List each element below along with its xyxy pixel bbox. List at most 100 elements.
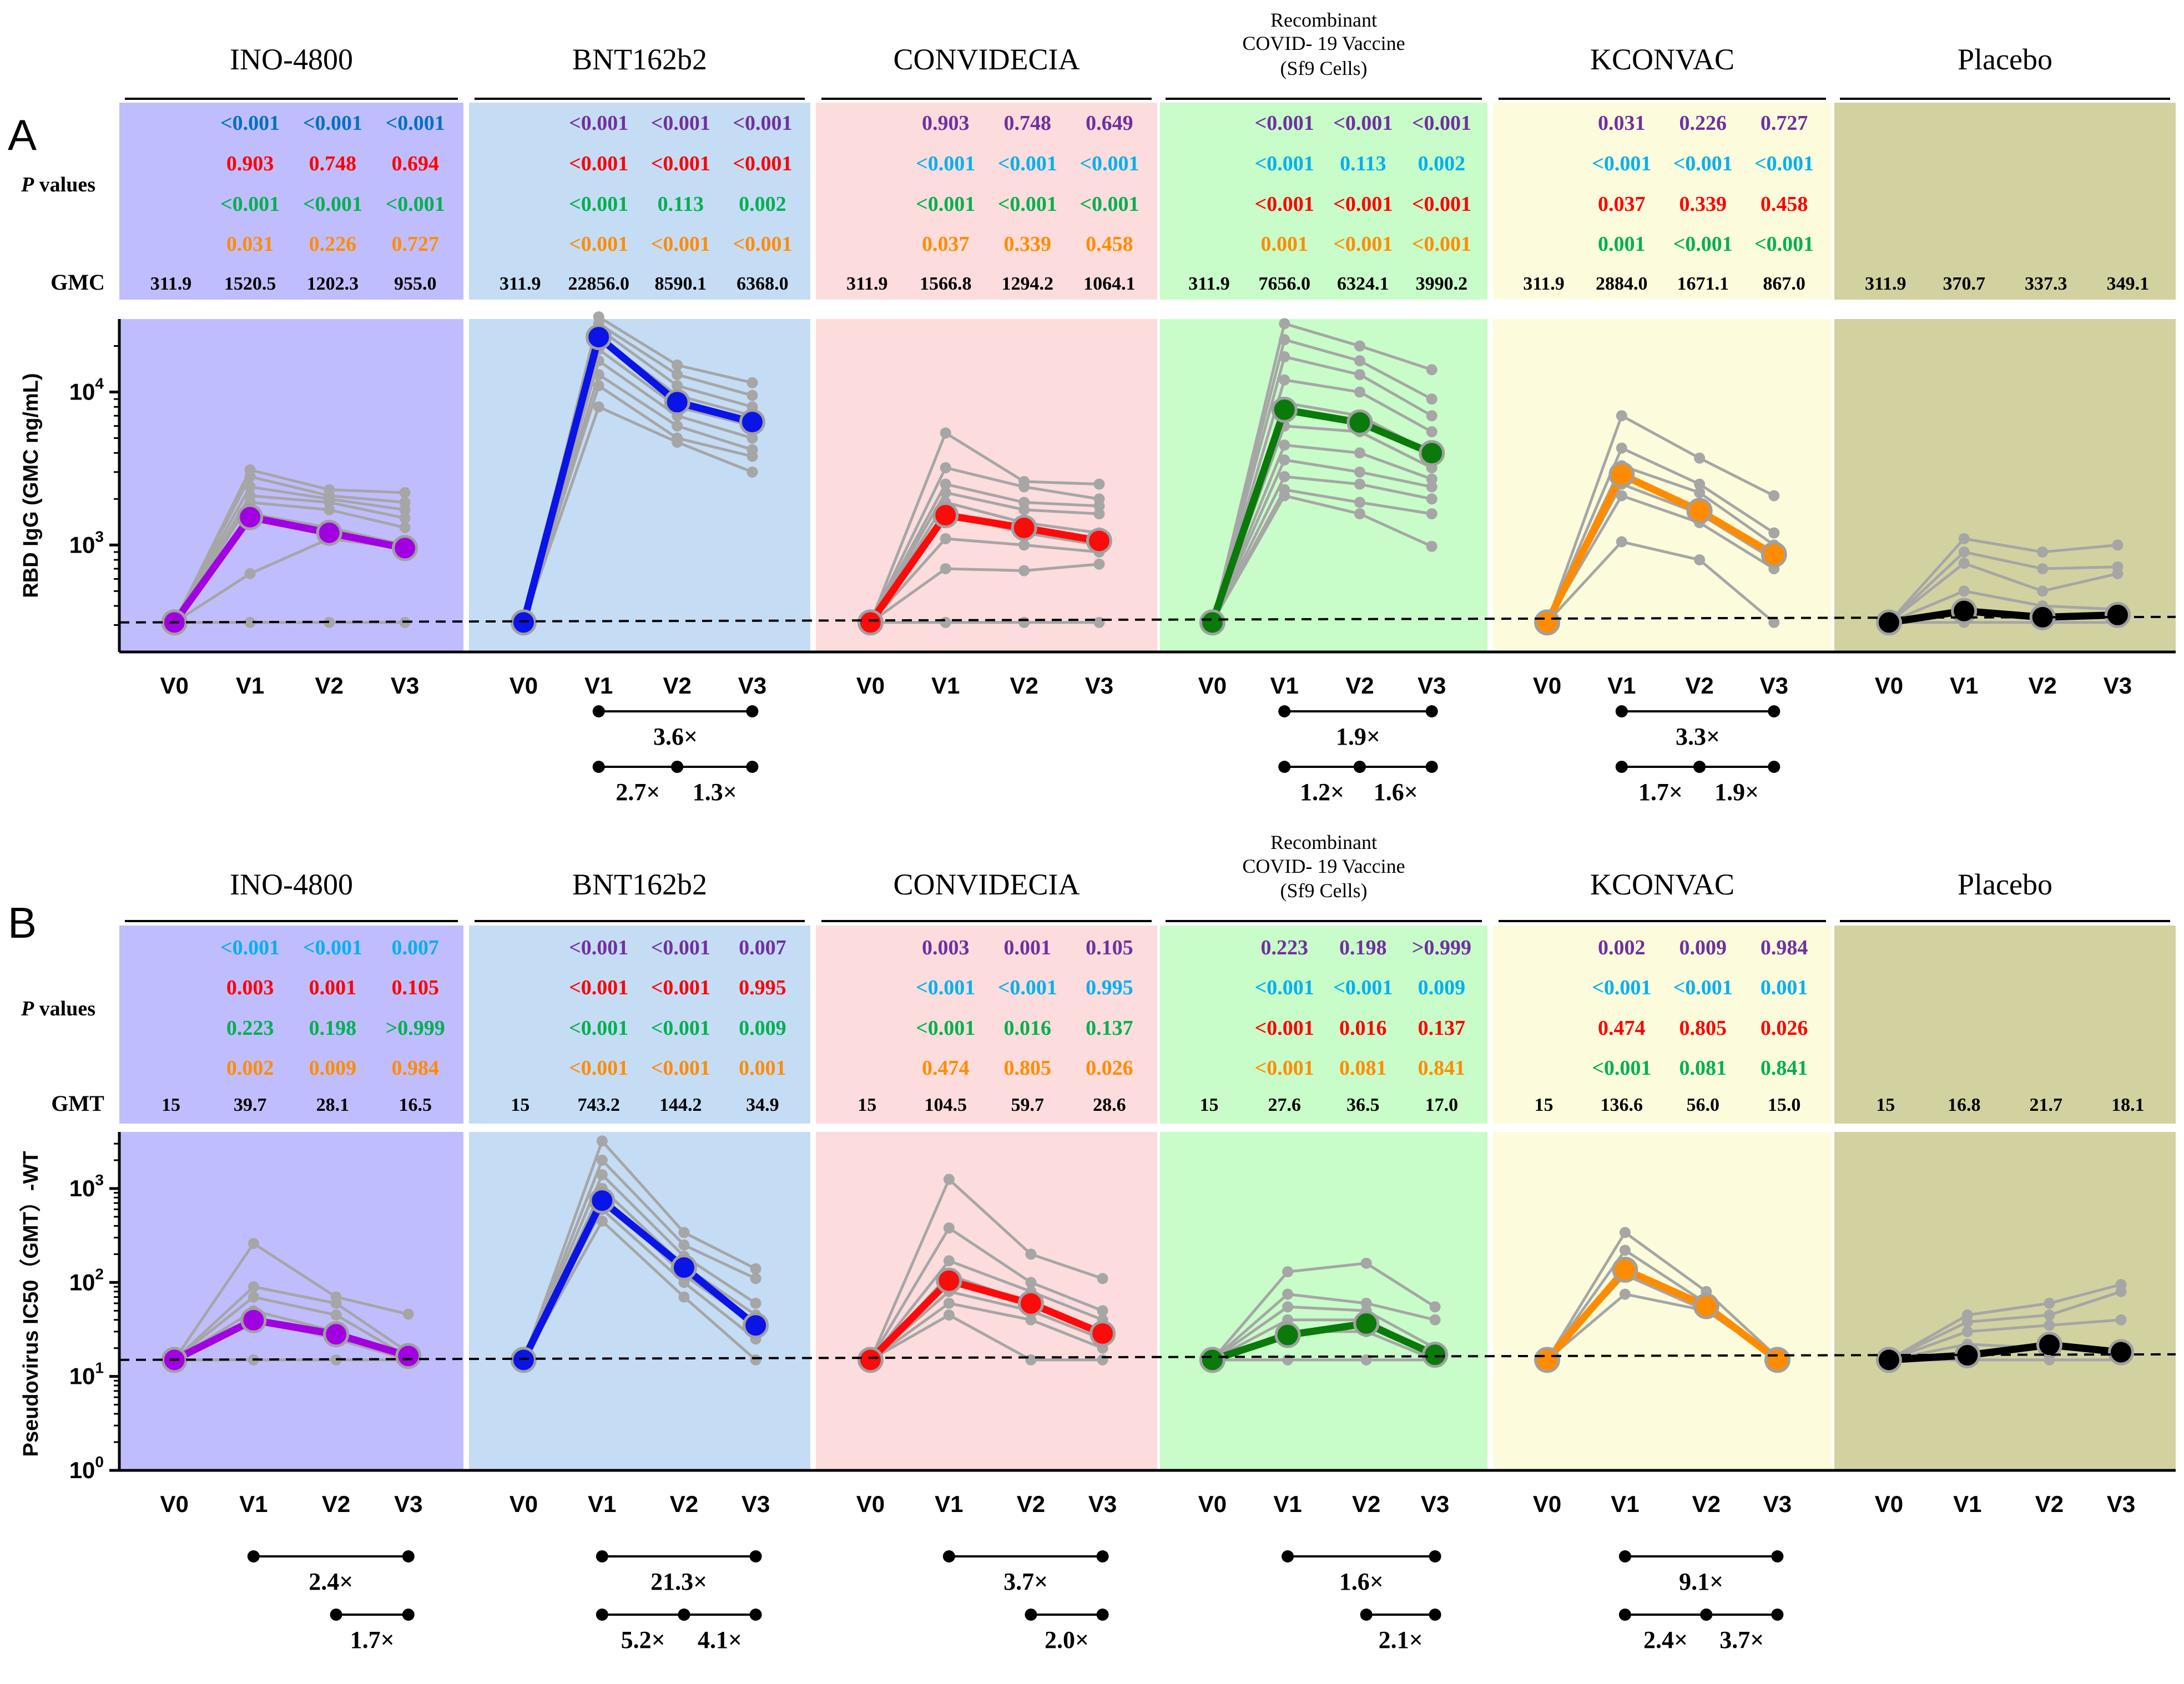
individual-point bbox=[943, 1222, 955, 1234]
x-tick-label: V1 bbox=[1953, 1491, 1981, 1517]
plot-background bbox=[1834, 1132, 2176, 1470]
individual-point bbox=[2037, 585, 2049, 597]
group-0: INO-4800 <0.001 <0.001 <0.001 0.903 0.748 0.69… bbox=[119, 43, 463, 699]
mean-line bbox=[1209, 406, 1434, 624]
individual-point bbox=[1354, 508, 1365, 519]
p-value: <0.001 bbox=[303, 193, 362, 216]
individual-line bbox=[522, 1138, 756, 1361]
p-value: <0.001 bbox=[1592, 1056, 1651, 1080]
individual-line bbox=[869, 1302, 1103, 1361]
pvalue-box bbox=[1834, 103, 2176, 300]
y-tick-base: 10 bbox=[69, 1269, 95, 1295]
individual-point bbox=[943, 1297, 955, 1309]
y-tick-base: 10 bbox=[69, 1457, 95, 1483]
individual-point bbox=[1025, 1277, 1037, 1288]
p-value: <0.001 bbox=[1412, 112, 1471, 135]
individual-point bbox=[2115, 1286, 2127, 1297]
individual-line bbox=[1546, 413, 1775, 623]
individual-point bbox=[1279, 374, 1290, 386]
individual-line bbox=[522, 1172, 756, 1361]
mean-line bbox=[867, 1277, 1104, 1363]
group-5: Placebo 15 16.8 21.7 18.1 V0 V1 V2 V3 bbox=[1834, 868, 2176, 1517]
individual-point bbox=[1279, 439, 1290, 451]
fold-dot bbox=[1700, 1609, 1713, 1621]
group-4: KCONVAC 0.002 0.009 0.984 <0.001 <0.001 0.001 0… bbox=[1493, 868, 1832, 1653]
mean-point bbox=[237, 504, 264, 530]
y-tick-exp: 3 bbox=[95, 1171, 104, 1189]
group-title: CONVIDECIA bbox=[894, 868, 1080, 901]
stat-value: 311.9 bbox=[150, 274, 192, 294]
fold-change: 3.6× bbox=[592, 705, 759, 750]
individual-point bbox=[2115, 1314, 2127, 1326]
group-title: Placebo bbox=[1958, 868, 2052, 901]
individual-point bbox=[747, 432, 758, 444]
p-value: <0.001 bbox=[220, 112, 280, 135]
fold-dot bbox=[1693, 761, 1706, 773]
baseline-dashed bbox=[119, 1353, 2176, 1361]
x-tick-label: V1 bbox=[1950, 672, 1978, 699]
p-value: 0.081 bbox=[1679, 1056, 1727, 1080]
group-title: Placebo bbox=[1958, 43, 2052, 76]
individual-line bbox=[869, 1226, 1103, 1361]
x-tick-label: V0 bbox=[1875, 672, 1903, 699]
group-title-line: Recombinant bbox=[1270, 9, 1377, 31]
p-value: <0.001 bbox=[651, 112, 710, 135]
p-value: <0.001 bbox=[916, 976, 975, 999]
fold-dot bbox=[1768, 761, 1781, 773]
p-value: <0.001 bbox=[569, 1056, 628, 1080]
mean-point bbox=[1422, 1342, 1449, 1368]
p-value: <0.001 bbox=[1255, 112, 1314, 135]
fold-label: 1.9× bbox=[1714, 778, 1759, 806]
p-value: <0.001 bbox=[1255, 152, 1314, 175]
mean-point bbox=[1875, 609, 1902, 636]
mean-point bbox=[1608, 461, 1635, 488]
fold-dot bbox=[1429, 1609, 1441, 1621]
p-value: <0.001 bbox=[1333, 232, 1393, 256]
y-tick-label: 101 bbox=[69, 1359, 104, 1389]
x-tick-label: V0 bbox=[1875, 1491, 1903, 1517]
individual-line bbox=[869, 563, 1099, 624]
y-tick-exp: 4 bbox=[95, 375, 104, 392]
stat-value: 28.1 bbox=[316, 1095, 350, 1115]
individual-point bbox=[1426, 393, 1437, 405]
mean-point bbox=[936, 1267, 962, 1294]
individual-point bbox=[940, 616, 951, 628]
fold-dot bbox=[746, 705, 759, 717]
group-title: INO-4800 bbox=[230, 868, 353, 901]
individual-point bbox=[402, 1308, 414, 1320]
fold-change: 1.2× bbox=[1278, 761, 1366, 806]
mean-point bbox=[739, 409, 765, 436]
y-tick-exp: 2 bbox=[95, 1265, 104, 1282]
individual-line bbox=[1888, 1290, 2122, 1362]
p-value: 0.748 bbox=[1004, 112, 1052, 135]
x-tick-label: V1 bbox=[236, 672, 264, 699]
pvalue-box bbox=[816, 103, 1157, 300]
p-value: 0.458 bbox=[1086, 232, 1133, 256]
individual-point bbox=[1093, 500, 1105, 512]
fold-change: 2.1× bbox=[1360, 1609, 1441, 1653]
individual-point bbox=[1282, 1288, 1294, 1300]
fold-label: 5.2× bbox=[621, 1626, 665, 1653]
fold-dot bbox=[1096, 1609, 1109, 1621]
individual-point bbox=[1694, 452, 1706, 464]
group-title-line: (Sf9 Cells) bbox=[1280, 879, 1368, 902]
x-tick-label: V3 bbox=[391, 672, 419, 699]
p-value: <0.001 bbox=[1080, 193, 1139, 216]
p-value: 0.002 bbox=[1418, 152, 1466, 175]
mean-point bbox=[1612, 1256, 1638, 1283]
fold-dot bbox=[942, 1550, 955, 1562]
p-value: 0.001 bbox=[1260, 232, 1308, 256]
x-tick-label: V0 bbox=[160, 1491, 189, 1517]
stat-value: 104.5 bbox=[924, 1095, 967, 1115]
mean-point bbox=[586, 324, 612, 351]
p-value: <0.001 bbox=[569, 152, 628, 175]
p-value: <0.001 bbox=[651, 1056, 710, 1080]
p-value: 0.137 bbox=[1086, 1017, 1133, 1040]
p-value: <0.001 bbox=[1592, 152, 1651, 175]
p-value: 0.016 bbox=[1339, 1017, 1387, 1040]
group-1: BNT162b2 <0.001 <0.001 0.007 <0.001 <0.001 0.9… bbox=[469, 868, 810, 1653]
fold-dot bbox=[402, 1609, 415, 1621]
individual-line bbox=[1888, 550, 2118, 624]
